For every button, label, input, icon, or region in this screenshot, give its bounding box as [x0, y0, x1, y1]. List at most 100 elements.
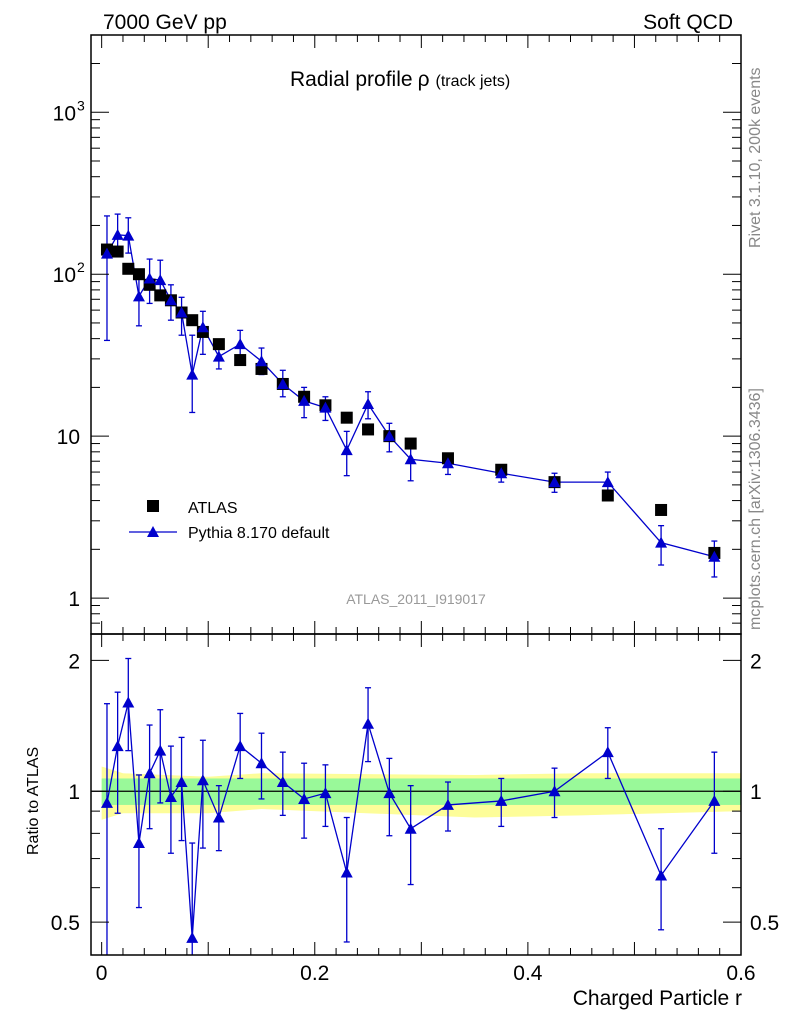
ratio-point — [154, 744, 167, 756]
x-tick-label: 0.6 — [726, 962, 755, 985]
ratio-y-axis-label: Ratio to ATLAS — [25, 747, 42, 855]
mc-point — [404, 453, 417, 465]
ratio-point — [340, 866, 353, 878]
ratio-ticks — [91, 634, 742, 955]
x-tick-label: 0.4 — [513, 962, 543, 985]
atlas-point — [111, 245, 124, 258]
atlas-point — [122, 262, 135, 275]
mcplots-label: mcplots.cern.ch [arXiv:1306.3436] — [747, 388, 764, 630]
mc-point — [154, 274, 167, 286]
chart-title: Radial profile ρ (track jets) — [290, 68, 510, 91]
ratio-point — [212, 811, 225, 823]
header-left: 7000 GeV pp — [103, 11, 227, 34]
mc-point — [143, 272, 156, 284]
atlas-point — [655, 503, 668, 516]
ratio-frame — [90, 633, 742, 956]
ratio-point — [708, 794, 721, 806]
ratio-y-tick-label-right: 1 — [750, 781, 762, 804]
main-y-tick-label: 10 — [53, 264, 76, 287]
ratio-point — [164, 790, 177, 802]
atlas-point — [132, 268, 145, 281]
main-y-tick-exponent: 3 — [77, 97, 85, 113]
mc-point — [362, 397, 375, 409]
legend-atlas-marker — [147, 500, 159, 512]
atlas-point — [212, 338, 225, 351]
main-y-tick-label: 1 — [68, 588, 80, 611]
ratio-point — [404, 822, 417, 834]
legend-mc-marker — [147, 526, 159, 537]
analysis-id: ATLAS_2011_I919017 — [346, 591, 486, 607]
chart-title-main: Radial profile — [290, 68, 413, 91]
ratio-point — [255, 757, 268, 769]
mc-point — [383, 430, 396, 442]
mc-point — [298, 394, 311, 406]
ratio-y-tick-label-right: 2 — [750, 650, 762, 673]
mc-point — [122, 229, 135, 241]
x-tick-label: 0 — [96, 962, 108, 985]
mc-point — [708, 550, 721, 562]
atlas-point — [186, 314, 199, 327]
mc-point — [111, 228, 124, 240]
ratio-point — [100, 796, 113, 808]
ratio-point — [655, 869, 668, 881]
mc-point — [255, 355, 268, 367]
ratio-point — [276, 776, 289, 788]
chart-title-symbol: ρ — [418, 68, 430, 91]
mc-point — [212, 350, 225, 362]
ratio-point — [143, 767, 156, 779]
x-tick-label: 0.2 — [300, 962, 329, 985]
main-data-layer — [100, 213, 721, 578]
mc-point — [186, 368, 199, 380]
mc-point — [276, 377, 289, 389]
legend-atlas-label: ATLAS — [188, 500, 238, 517]
ratio-y-tick-labels: 0.5 0.5 1 1 2 2 — [51, 650, 779, 935]
mc-point — [655, 536, 668, 548]
ratio-point — [319, 787, 332, 799]
ratio-point — [495, 794, 508, 806]
x-tick-labels: 0 0.2 0.4 0.6 — [96, 962, 756, 985]
ratio-point — [175, 776, 188, 788]
ratio-y-tick-label: 0.5 — [51, 912, 80, 935]
legend-mc-label: Pythia 8.170 default — [188, 525, 330, 542]
main-y-tick-exponent: 2 — [77, 259, 85, 275]
ratio-point — [186, 931, 199, 943]
ratio-point — [111, 740, 124, 752]
ratio-point — [132, 837, 145, 849]
header-right: Soft QCD — [643, 11, 733, 34]
ratio-point — [196, 774, 209, 786]
atlas-point — [154, 289, 167, 302]
atlas-point — [601, 489, 614, 502]
ratio-y-tick-label: 1 — [68, 781, 80, 804]
mc-point — [441, 457, 454, 469]
ratio-point — [441, 798, 454, 810]
ratio-point — [362, 717, 375, 729]
mc-point — [196, 321, 209, 333]
main-ticks — [91, 34, 742, 635]
chart-title-sub: (track jets) — [436, 73, 511, 90]
ratio-y-tick-label-right: 0.5 — [750, 912, 779, 935]
main-frame — [90, 34, 742, 635]
main-y-tick-label: 10 — [53, 102, 76, 125]
atlas-point — [340, 411, 353, 424]
main-y-tick-label: 10 — [57, 426, 80, 449]
mc-point — [234, 338, 247, 350]
ratio-point — [234, 740, 247, 752]
ratio-point — [383, 787, 396, 799]
atlas-point — [404, 437, 417, 450]
ratio-point — [122, 696, 135, 708]
x-axis-label: Charged Particle r — [573, 987, 742, 1010]
mc-point — [601, 476, 614, 488]
ratio-line — [106, 702, 715, 938]
atlas-point — [234, 354, 247, 367]
mc-point — [319, 401, 332, 413]
ratio-y-tick-label: 2 — [68, 650, 80, 673]
rivet-label: Rivet 3.1.10, 200k events — [747, 67, 764, 248]
mc-point — [100, 247, 113, 259]
mc-point — [495, 467, 508, 479]
mc-point — [164, 294, 177, 306]
atlas-point — [362, 423, 375, 436]
mc-point — [132, 290, 145, 302]
